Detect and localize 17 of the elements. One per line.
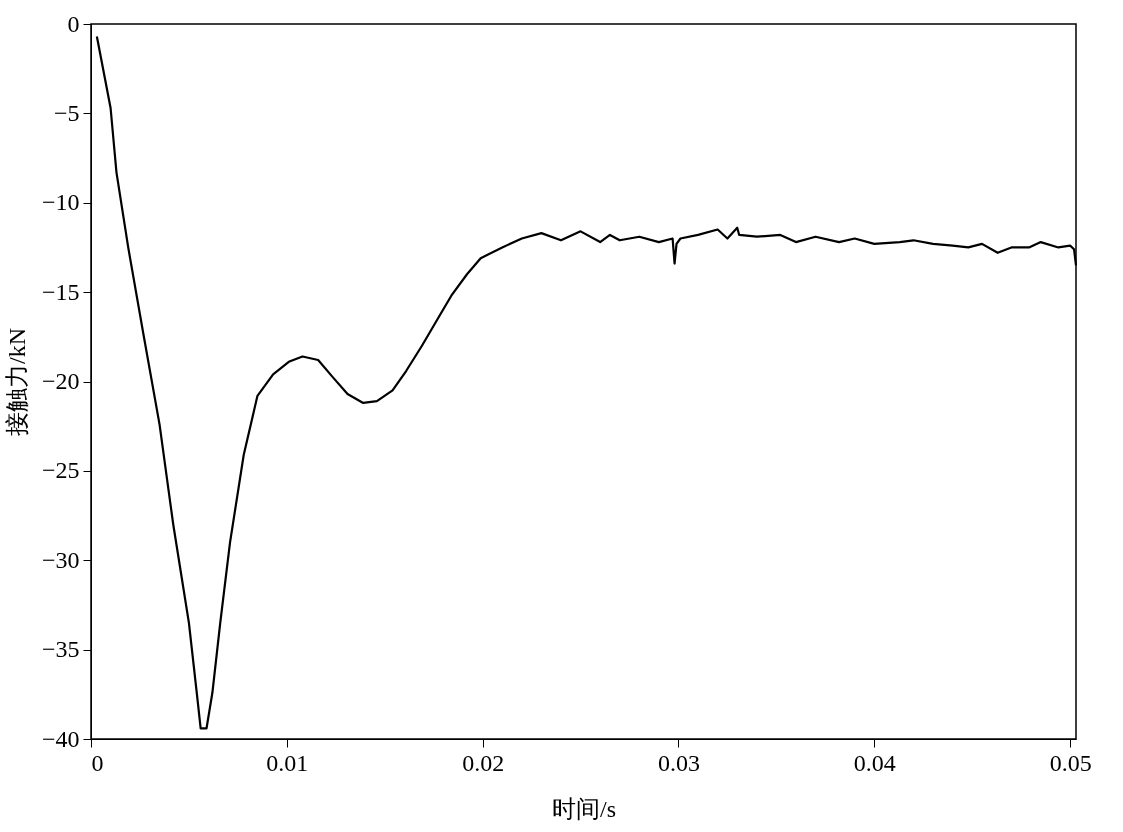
x-tick-label: 0 xyxy=(91,749,104,776)
x-tick-label: 0.02 xyxy=(462,749,505,776)
x-tick-label: 0.05 xyxy=(1049,749,1092,776)
x-axis-title: 时间/s xyxy=(551,795,617,822)
x-tick-label: 0.04 xyxy=(853,749,896,776)
y-tick-label: −5 xyxy=(53,99,80,126)
x-tick-label: 0.01 xyxy=(266,749,309,776)
x-tick-label: 0.03 xyxy=(657,749,700,776)
y-tick-label: −40 xyxy=(41,725,80,752)
y-tick-label: −35 xyxy=(41,636,80,663)
y-tick-label: −15 xyxy=(41,278,80,305)
y-tick-label: −20 xyxy=(41,368,80,394)
y-tick-label: −25 xyxy=(41,457,80,484)
y-tick-label: 0 xyxy=(67,10,80,37)
y-axis-title: 接触力/kN xyxy=(3,328,30,436)
y-tick-label: −30 xyxy=(41,546,80,573)
y-tick-label: −10 xyxy=(41,189,80,216)
